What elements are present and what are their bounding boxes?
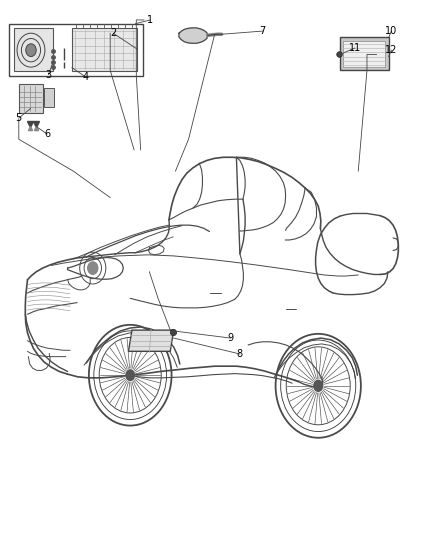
Text: 12: 12 (385, 45, 398, 55)
Circle shape (125, 369, 135, 381)
Text: 5: 5 (16, 113, 22, 123)
Text: 4: 4 (82, 71, 88, 82)
Bar (19, 84, 43, 113)
Text: 7: 7 (259, 26, 266, 36)
Bar (44, 88, 53, 108)
Circle shape (26, 44, 36, 56)
Text: 8: 8 (237, 349, 243, 359)
Bar (343, 41, 385, 67)
Text: 3: 3 (45, 70, 51, 79)
Bar (9, 23, 143, 76)
Text: 6: 6 (44, 129, 50, 139)
Text: 10: 10 (385, 26, 397, 36)
Polygon shape (128, 330, 174, 351)
Bar (72, 28, 137, 71)
Polygon shape (179, 28, 208, 43)
Text: 1: 1 (147, 15, 153, 25)
Circle shape (313, 379, 323, 392)
Bar (14, 28, 53, 71)
Text: 9: 9 (228, 333, 234, 343)
Text: 2: 2 (110, 28, 117, 38)
Circle shape (88, 262, 98, 274)
Bar (340, 37, 389, 70)
Text: 11: 11 (349, 43, 361, 53)
